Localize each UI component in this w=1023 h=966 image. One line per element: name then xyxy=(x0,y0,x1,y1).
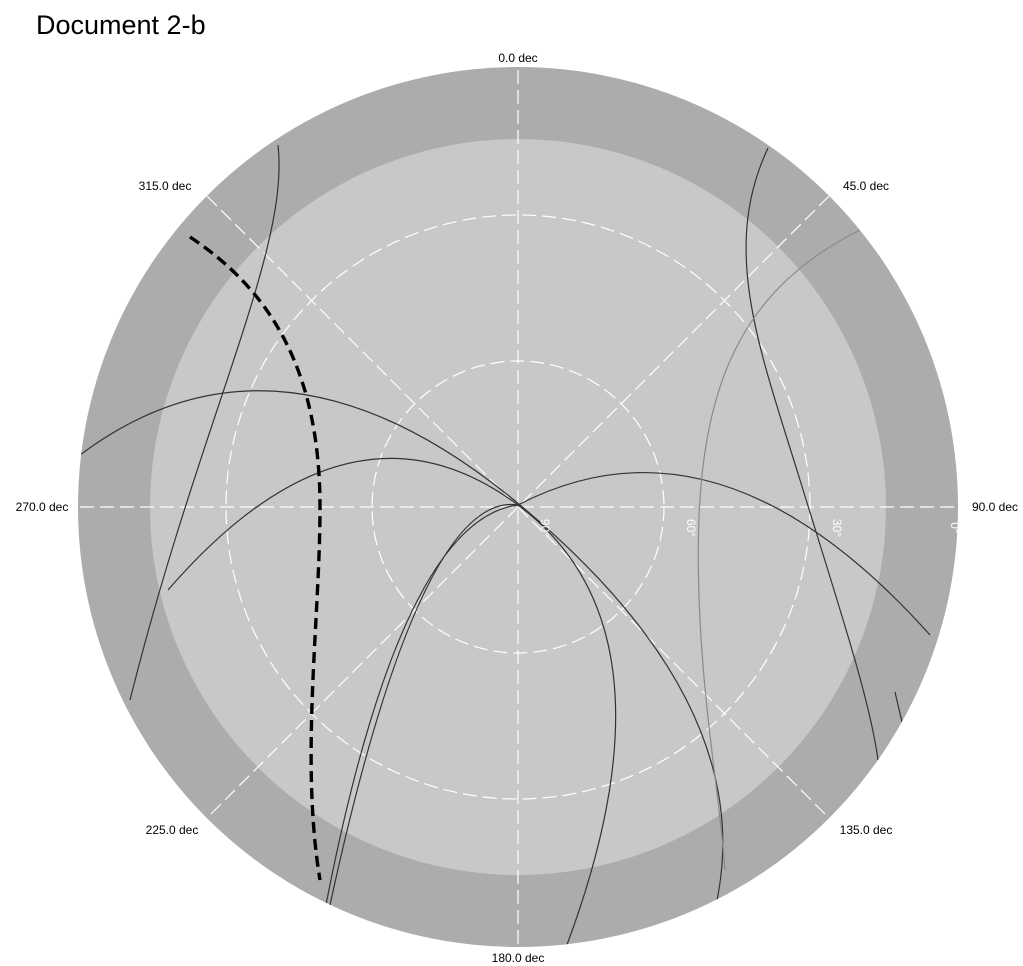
azimuth-labels: 0.0 dec 45.0 dec 90.0 dec 135.0 dec 180.0 de… xyxy=(16,51,1018,965)
azimuth-label-135: 135.0 dec xyxy=(840,823,893,837)
dashed-track xyxy=(189,235,322,881)
azimuth-label-225: 225.0 dec xyxy=(146,823,199,837)
elevation-label-90: 90° xyxy=(538,519,552,537)
track-line-east-short xyxy=(697,229,861,871)
azimuth-label-45: 45.0 dec xyxy=(843,179,889,193)
azimuth-label-0: 0.0 dec xyxy=(498,51,537,65)
azimuth-label-270: 270.0 dec xyxy=(16,500,69,514)
meridian-315-135 xyxy=(206,195,830,819)
elevation-label-0: 0° xyxy=(948,522,962,534)
document-title: Document 2-b xyxy=(36,10,206,40)
azimuth-label-180: 180.0 dec xyxy=(492,951,545,965)
track-line-northwest xyxy=(129,144,280,701)
track-line-east-edge xyxy=(894,691,903,723)
azimuth-label-315: 315.0 dec xyxy=(139,179,192,193)
track-arc-southeast xyxy=(324,504,519,911)
meridian-45-225 xyxy=(206,195,830,819)
azimuth-grid xyxy=(80,70,956,948)
azimuth-label-90: 90.0 dec xyxy=(972,500,1018,514)
elevation-label-60: 60° xyxy=(684,519,698,537)
elevation-label-30: 30° xyxy=(830,519,844,537)
elevation-labels: 90° 60° 30° 0° xyxy=(538,519,962,537)
track-line-northeast xyxy=(745,147,879,761)
